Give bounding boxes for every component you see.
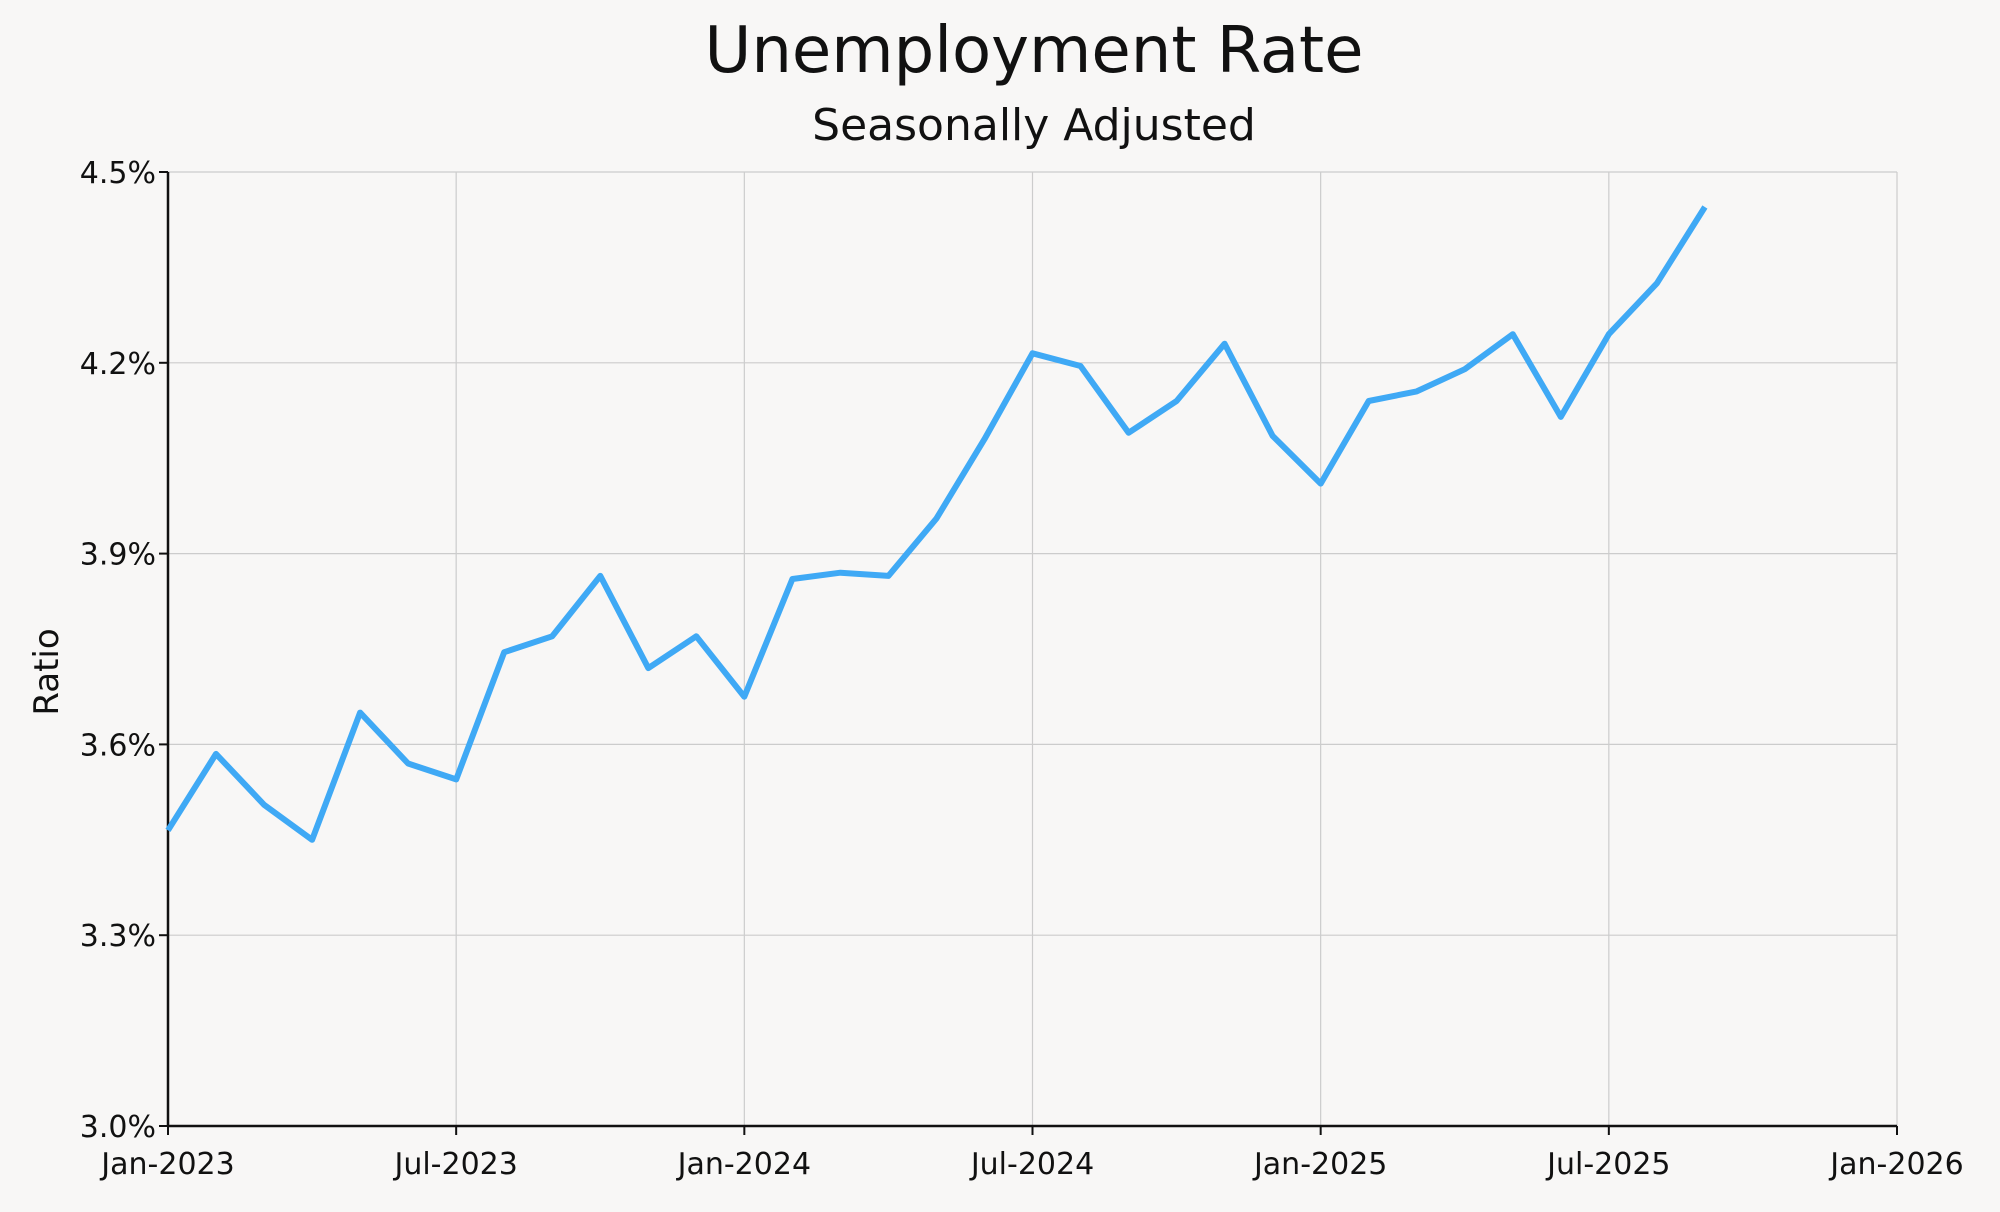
y-tick-label: 3.6% [80,728,156,763]
x-tick-label: Jul-2024 [969,1147,1094,1182]
y-tick-label: 4.5% [80,156,156,191]
chart-subtitle: Seasonally Adjusted [812,100,1256,151]
y-tick-label: 3.9% [80,538,156,573]
x-tick-label: Jul-2025 [1545,1147,1670,1182]
x-tick-label: Jan-2024 [676,1147,811,1182]
y-tick-label: 3.0% [80,1110,156,1145]
plot-area: 3.0% 3.3% 3.6% 3.9% 4.2% 4.5% Jan-2023 Jul-2023… [80,156,1964,1182]
y-tick-label: 3.3% [80,919,156,954]
x-tick-label: Jan-2026 [1828,1147,1963,1182]
y-axis-label: Ratio [27,628,67,715]
chart-title: Unemployment Rate [704,14,1363,88]
series-line [165,205,1708,843]
x-tick-label: Jan-2023 [99,1147,234,1182]
x-tick-label: Jul-2023 [392,1147,517,1182]
y-tick-label: 4.2% [80,347,156,382]
x-tick-label: Jan-2025 [1252,1147,1387,1182]
